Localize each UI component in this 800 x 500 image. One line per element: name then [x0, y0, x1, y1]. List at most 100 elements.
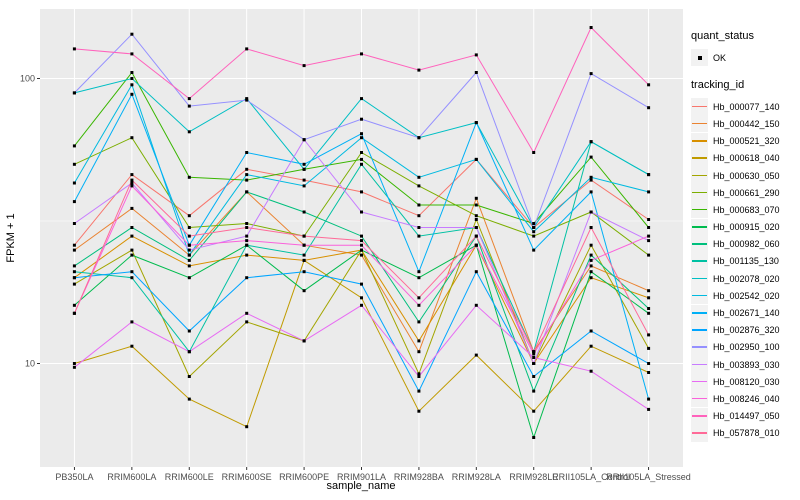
data-point	[417, 339, 421, 343]
legend-title-tracking-id: tracking_id	[691, 79, 745, 92]
data-point	[72, 91, 76, 95]
data-point	[302, 270, 306, 274]
data-point	[532, 350, 536, 354]
data-point	[187, 130, 191, 134]
data-point	[589, 155, 593, 159]
data-point	[245, 311, 249, 315]
y-tick-label: 100	[20, 74, 35, 84]
legend-item-Hb_000077_140: Hb_000077_140	[691, 98, 799, 116]
data-point	[417, 234, 421, 238]
data-point	[130, 178, 134, 182]
data-point	[647, 226, 651, 229]
legend-item-Hb_000915_020: Hb_000915_020	[691, 218, 799, 236]
data-point	[360, 52, 363, 56]
data-point	[589, 253, 593, 257]
x-tick-label: RRIM901LA	[337, 472, 386, 482]
data-point	[417, 68, 421, 72]
data-point	[647, 346, 651, 350]
line-swatch-icon	[691, 373, 708, 391]
data-point	[474, 214, 478, 218]
data-point	[72, 248, 76, 252]
series-color-line	[692, 363, 707, 366]
x-tick-label: RRIM600PE	[279, 472, 329, 482]
data-point	[72, 144, 76, 148]
data-point	[647, 407, 651, 411]
data-point	[589, 175, 593, 179]
line-swatch-icon	[691, 252, 708, 270]
data-point	[360, 239, 363, 243]
data-point	[589, 178, 593, 182]
legend-item-label: OK	[713, 52, 727, 63]
data-point	[187, 253, 191, 257]
data-point	[647, 190, 651, 194]
data-point	[474, 303, 478, 307]
data-point	[474, 196, 478, 200]
data-point	[417, 303, 421, 307]
data-point	[589, 270, 593, 274]
data-point	[647, 397, 651, 401]
data-point	[589, 26, 593, 29]
data-point	[647, 311, 651, 315]
data-point	[130, 253, 134, 257]
data-point	[474, 226, 478, 229]
series-color-line	[692, 140, 707, 142]
data-point	[589, 140, 593, 144]
legend-item-label: Hb_003893_030	[713, 359, 780, 370]
data-point	[130, 248, 134, 252]
data-point	[360, 157, 363, 161]
data-point	[589, 276, 593, 280]
data-point	[302, 289, 306, 293]
legend-title-quant-status: quant_status	[691, 30, 754, 42]
data-point	[187, 329, 191, 333]
data-point	[417, 136, 421, 140]
point-marker-icon	[697, 55, 702, 60]
data-point	[72, 362, 76, 365]
legend-item-Hb_003893_030: Hb_003893_030	[691, 356, 799, 374]
x-tick-label: RRII105LA_Control	[552, 472, 630, 482]
line-swatch-icon	[691, 270, 708, 288]
data-point	[245, 98, 249, 102]
legend-item-Hb_002542_020: Hb_002542_020	[691, 287, 799, 305]
data-point	[532, 226, 536, 229]
data-point	[130, 92, 134, 96]
data-point	[130, 77, 134, 80]
data-point	[647, 173, 651, 177]
legend-item-Hb_000618_040: Hb_000618_040	[691, 149, 799, 167]
data-point	[360, 117, 363, 121]
series-color-line	[692, 380, 707, 383]
series-color-line	[692, 397, 707, 400]
data-point	[187, 276, 191, 280]
data-point	[532, 362, 536, 365]
data-point	[417, 409, 421, 413]
data-point	[130, 270, 134, 274]
data-point	[474, 270, 478, 274]
data-point	[245, 47, 249, 51]
legend-item-label: Hb_000661_290	[713, 187, 780, 198]
x-tick-label: PB350LA	[55, 472, 93, 482]
x-tick-label: RRIM928LE	[509, 472, 558, 482]
data-point	[474, 234, 478, 238]
legend-item-Hb_014497_050: Hb_014497_050	[691, 407, 799, 425]
data-point	[647, 307, 651, 310]
series-color-line	[692, 260, 707, 262]
data-point	[417, 375, 421, 378]
data-point	[130, 320, 134, 324]
series-color-line	[692, 226, 707, 228]
data-point	[187, 104, 191, 108]
legend-item-label: Hb_000077_140	[713, 101, 780, 112]
legend-item-label: Hb_057878_010	[713, 428, 780, 439]
data-point	[417, 214, 421, 218]
line-swatch-icon	[691, 149, 708, 167]
data-point	[360, 243, 363, 247]
data-point	[72, 365, 76, 369]
data-point	[647, 239, 651, 243]
legend-item-Hb_001135_130: Hb_001135_130	[691, 252, 799, 270]
legend-item-label: Hb_002671_140	[713, 308, 780, 319]
data-point	[532, 409, 536, 413]
data-point	[245, 222, 249, 225]
data-point	[647, 234, 651, 238]
series-color-line	[692, 191, 707, 194]
legend-item-Hb_000442_150: Hb_000442_150	[691, 115, 799, 133]
data-point	[474, 218, 478, 221]
